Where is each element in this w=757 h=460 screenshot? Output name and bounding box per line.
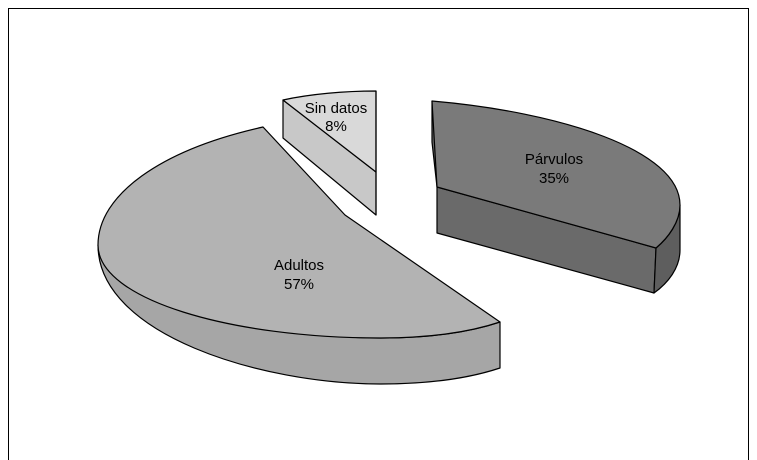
slice-label-adultos: Adultos bbox=[274, 257, 324, 274]
slice-adultos-top bbox=[97, 126, 501, 339]
slice-adultos: Adultos 57% bbox=[97, 126, 501, 385]
slice-label-parvulos: Párvulos bbox=[525, 151, 583, 168]
slice-value-adultos: 57% bbox=[284, 276, 314, 293]
slice-parvulos-top bbox=[431, 100, 681, 249]
slice-sin-datos: Sin datos 8% bbox=[282, 90, 377, 216]
slice-sin-datos-top bbox=[282, 90, 377, 173]
slice-parvulos: Párvulos 35% bbox=[431, 100, 681, 294]
slice-label-sin-datos: Sin datos bbox=[305, 100, 368, 117]
slice-value-sin-datos: 8% bbox=[325, 118, 347, 135]
slice-value-parvulos: 35% bbox=[539, 170, 569, 187]
